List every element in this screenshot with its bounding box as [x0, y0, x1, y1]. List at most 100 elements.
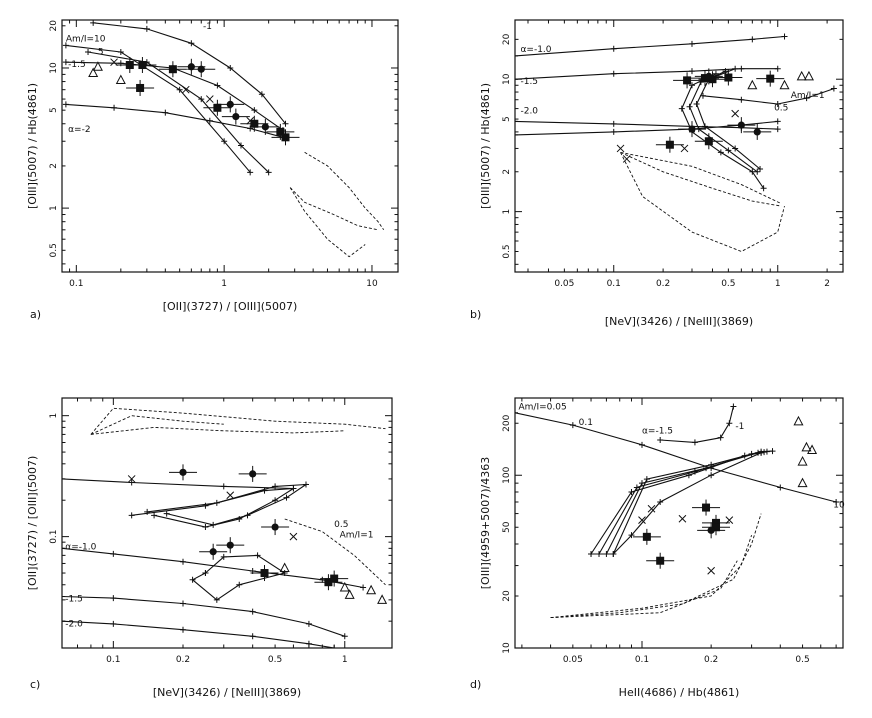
x-tick-label: 10	[366, 279, 378, 289]
grid-plus-mark	[678, 105, 685, 112]
grid-plus-mark	[220, 553, 227, 560]
panel-3: 0.1 0.2 0.5 1 0.1 1 [NeV](3426) / [NeIII](3869…	[26, 397, 393, 699]
grid-plus-mark	[638, 480, 645, 487]
grid-plus-mark	[760, 185, 767, 192]
annotation-label: Am/I=1	[340, 531, 374, 541]
grid-plus-mark	[213, 499, 220, 506]
grid-plus-mark	[128, 479, 135, 486]
minor-ticks	[515, 398, 843, 649]
annotation-label: Am/I=0.05	[519, 403, 567, 413]
data-point-triangle	[779, 79, 790, 90]
y-axis-label: [OIII](5007) / Hb(4861)	[479, 83, 492, 209]
grid-plus-mark	[688, 40, 695, 47]
grid-plus-mark	[730, 403, 737, 410]
data-point-triangle	[747, 79, 758, 90]
grid-plus-mark	[110, 620, 117, 627]
data-point-square	[330, 574, 339, 583]
panel-1: 0.1 1 10 0.5 1 2 5 10 20 [OII](3727) / [OIII](500…	[26, 19, 399, 321]
grid-plus-mark	[610, 45, 617, 52]
annotation-label: α=-1.0	[65, 543, 96, 553]
grid-plus-mark	[290, 485, 297, 492]
data-point-cross	[647, 504, 656, 513]
grid-plus-mark	[202, 570, 209, 577]
plot-frame	[61, 397, 393, 649]
series-line-Am/I-10	[65, 44, 251, 173]
plot-frame	[514, 397, 844, 649]
plot-area	[515, 403, 840, 619]
grid-plus-mark	[265, 169, 272, 176]
data-point-triangle	[115, 74, 126, 85]
grid-plus-mark	[803, 95, 810, 102]
series-line-fan-3	[605, 451, 768, 555]
data-point-square	[260, 569, 269, 578]
data-point-cross	[616, 144, 625, 153]
y-axis-label: [OIII](5007) / Hb(4861)	[26, 83, 39, 209]
y-tick-label: 2	[502, 169, 512, 175]
grid-plus-mark	[143, 25, 150, 32]
grid-plus-mark	[774, 126, 781, 133]
plot-frame	[61, 19, 399, 273]
grid-plus-mark	[643, 476, 650, 483]
data-point-triangle	[279, 562, 290, 573]
series-line-alpha-1.0	[515, 35, 785, 57]
grid-plus-mark	[738, 65, 745, 72]
x-tick-label: 0.5	[268, 655, 282, 665]
y-tick-label: 1	[49, 413, 59, 419]
grid-plus-mark	[176, 86, 183, 93]
data-point-triangle	[344, 589, 355, 599]
grid-plus-mark	[769, 448, 776, 455]
series-line-alpha-1.0	[93, 22, 286, 125]
data-point-square	[704, 137, 713, 146]
grid-plus-mark	[708, 461, 715, 468]
data-point-cross	[226, 491, 235, 500]
grid-plus-mark	[305, 620, 312, 627]
series-line-upper-solid	[62, 478, 294, 490]
grid-plus-mark	[341, 633, 348, 640]
data-point-triangle	[793, 415, 804, 426]
series-line-lower-dashed-2	[550, 535, 753, 619]
grid-plus-mark	[774, 65, 781, 72]
series-line-low-density-3	[289, 187, 366, 258]
grid-plus-mark	[62, 545, 65, 552]
data-point-circle	[232, 112, 240, 121]
data-point-square	[665, 140, 674, 149]
data-point-cross	[110, 58, 118, 67]
annotation-label: -2.0	[65, 620, 83, 630]
grid-plus-mark	[62, 618, 65, 625]
data-point-square	[683, 76, 692, 85]
grid-plus-mark	[610, 120, 617, 127]
grid-plus-mark	[254, 552, 261, 559]
grid-plus-mark	[163, 510, 170, 517]
grid-plus-mark	[247, 125, 254, 132]
annotation-label: 0.1	[579, 418, 593, 428]
grid-plus-mark	[62, 42, 69, 49]
series-line-alpha-2.0	[62, 620, 335, 648]
x-tick-label: 0.2	[656, 279, 670, 289]
annotation-label: Am/I=10	[66, 34, 106, 44]
x-axis-label: HeII(4686) / Hb(4861)	[619, 686, 740, 699]
x-tick-label: 0.2	[176, 655, 190, 665]
series-line-lower-dashed-3	[550, 560, 738, 619]
grid-plus-mark	[110, 595, 117, 602]
grid-plus-mark	[202, 502, 209, 509]
grid-plus-mark	[251, 107, 258, 114]
y-tick-label: 100	[502, 466, 512, 483]
data-point-triangle	[377, 594, 388, 604]
grid-plus-mark	[303, 481, 310, 488]
data-point-triangle	[807, 444, 818, 455]
grid-plus-mark	[249, 633, 256, 640]
grid-plus-mark	[701, 123, 708, 130]
grid-plus-mark	[331, 645, 338, 648]
x-tick-label: 1	[342, 655, 348, 665]
grid-plus-mark	[62, 59, 69, 66]
grid-plus-mark	[305, 640, 312, 647]
y-axis-label: [OIII](4959+5007)/4363	[479, 457, 492, 589]
series-line-fan-1	[590, 452, 762, 555]
panel-letter: c)	[30, 678, 40, 691]
series-line-low-density-1	[304, 151, 385, 231]
grid-plus-mark	[189, 576, 196, 583]
series-line-alpha-1.5	[65, 61, 284, 131]
data-point-cross	[127, 475, 136, 483]
data-point-circle	[271, 523, 279, 531]
grid-plus-mark	[62, 593, 65, 600]
